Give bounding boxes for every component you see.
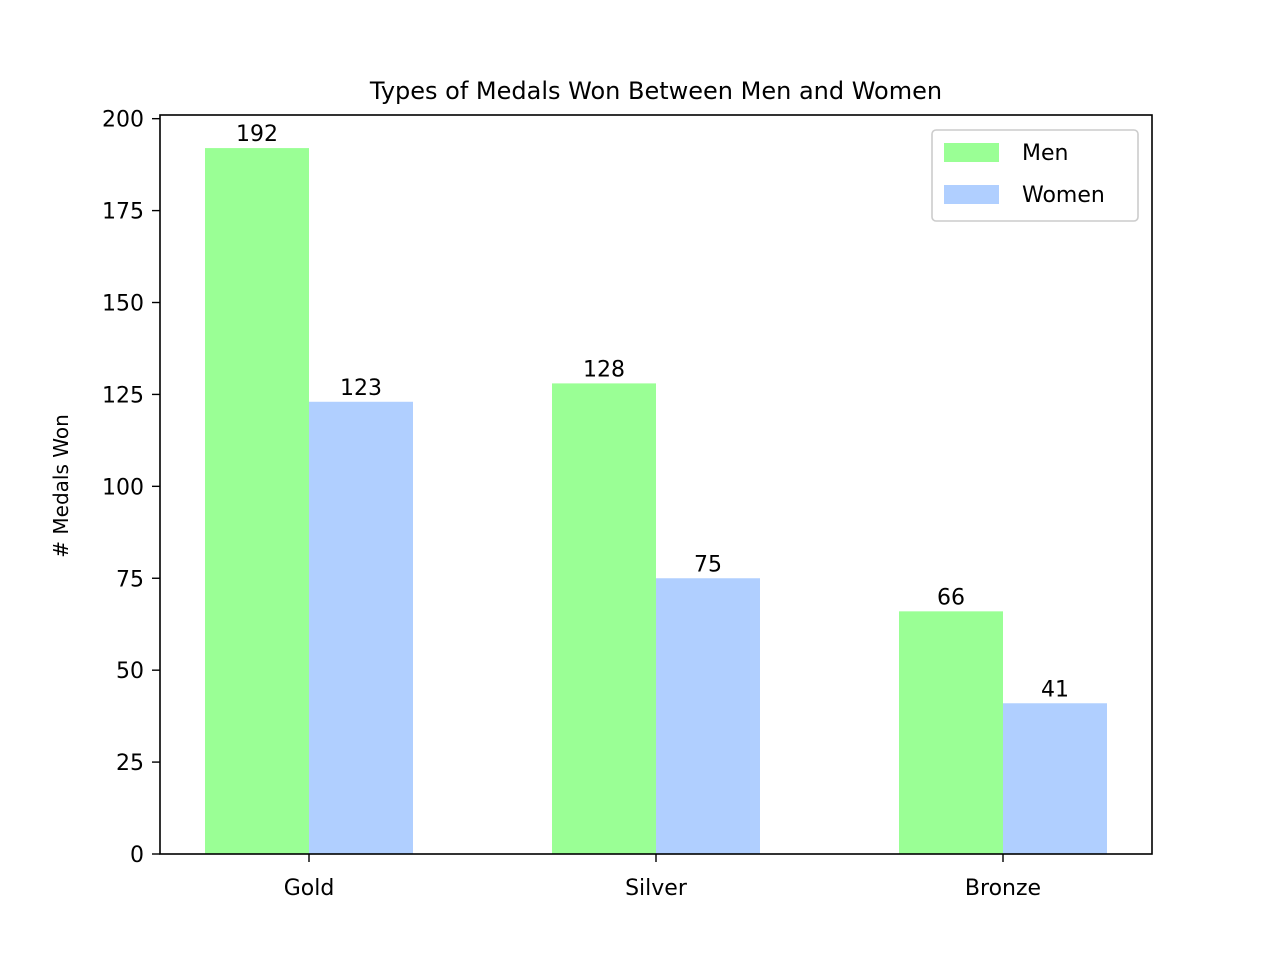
legend-swatch-men [944,143,999,162]
legend-label-men: Men [1022,141,1068,166]
bar-women-gold [309,401,413,854]
legend: Men Women [931,129,1139,222]
data-labels-layer: 192 123 128 75 66 41 [236,122,1069,702]
y-axis-label: # Medals Won [49,414,73,557]
data-label-women-gold: 123 [340,376,382,401]
legend-label-women: Women [1022,183,1105,208]
data-label-women-silver: 75 [694,552,722,577]
bar-men-silver [552,383,656,854]
legend-swatch-women [944,185,999,204]
bars-layer [205,148,1107,855]
y-tick-label: 0 [130,843,144,868]
y-tick-label: 25 [116,751,144,776]
data-label-men-bronze: 66 [937,585,965,610]
y-tick-label: 50 [116,659,144,684]
data-label-women-bronze: 41 [1041,677,1069,702]
data-label-men-gold: 192 [236,122,278,147]
x-tick-label: Silver [625,876,688,901]
bar-men-bronze [899,611,1003,854]
y-tick-label: 75 [116,567,144,592]
bar-men-gold [205,148,309,855]
bar-women-silver [656,578,760,854]
bar-women-bronze [1003,703,1107,854]
y-tick-label: 100 [102,475,144,500]
axes-layer: 0 25 50 75 100 125 150 175 200 Gold Silver Bronze [102,108,1153,901]
y-tick-label: 125 [102,383,144,408]
x-tick-label: Gold [284,876,335,901]
x-tick-label: Bronze [965,876,1041,901]
y-tick-label: 200 [102,108,144,133]
data-label-men-silver: 128 [583,357,625,382]
chart-title: Types of Medals Won Between Men and Wome… [369,77,942,105]
y-tick-label: 175 [102,200,144,225]
y-tick-label: 150 [102,292,144,317]
